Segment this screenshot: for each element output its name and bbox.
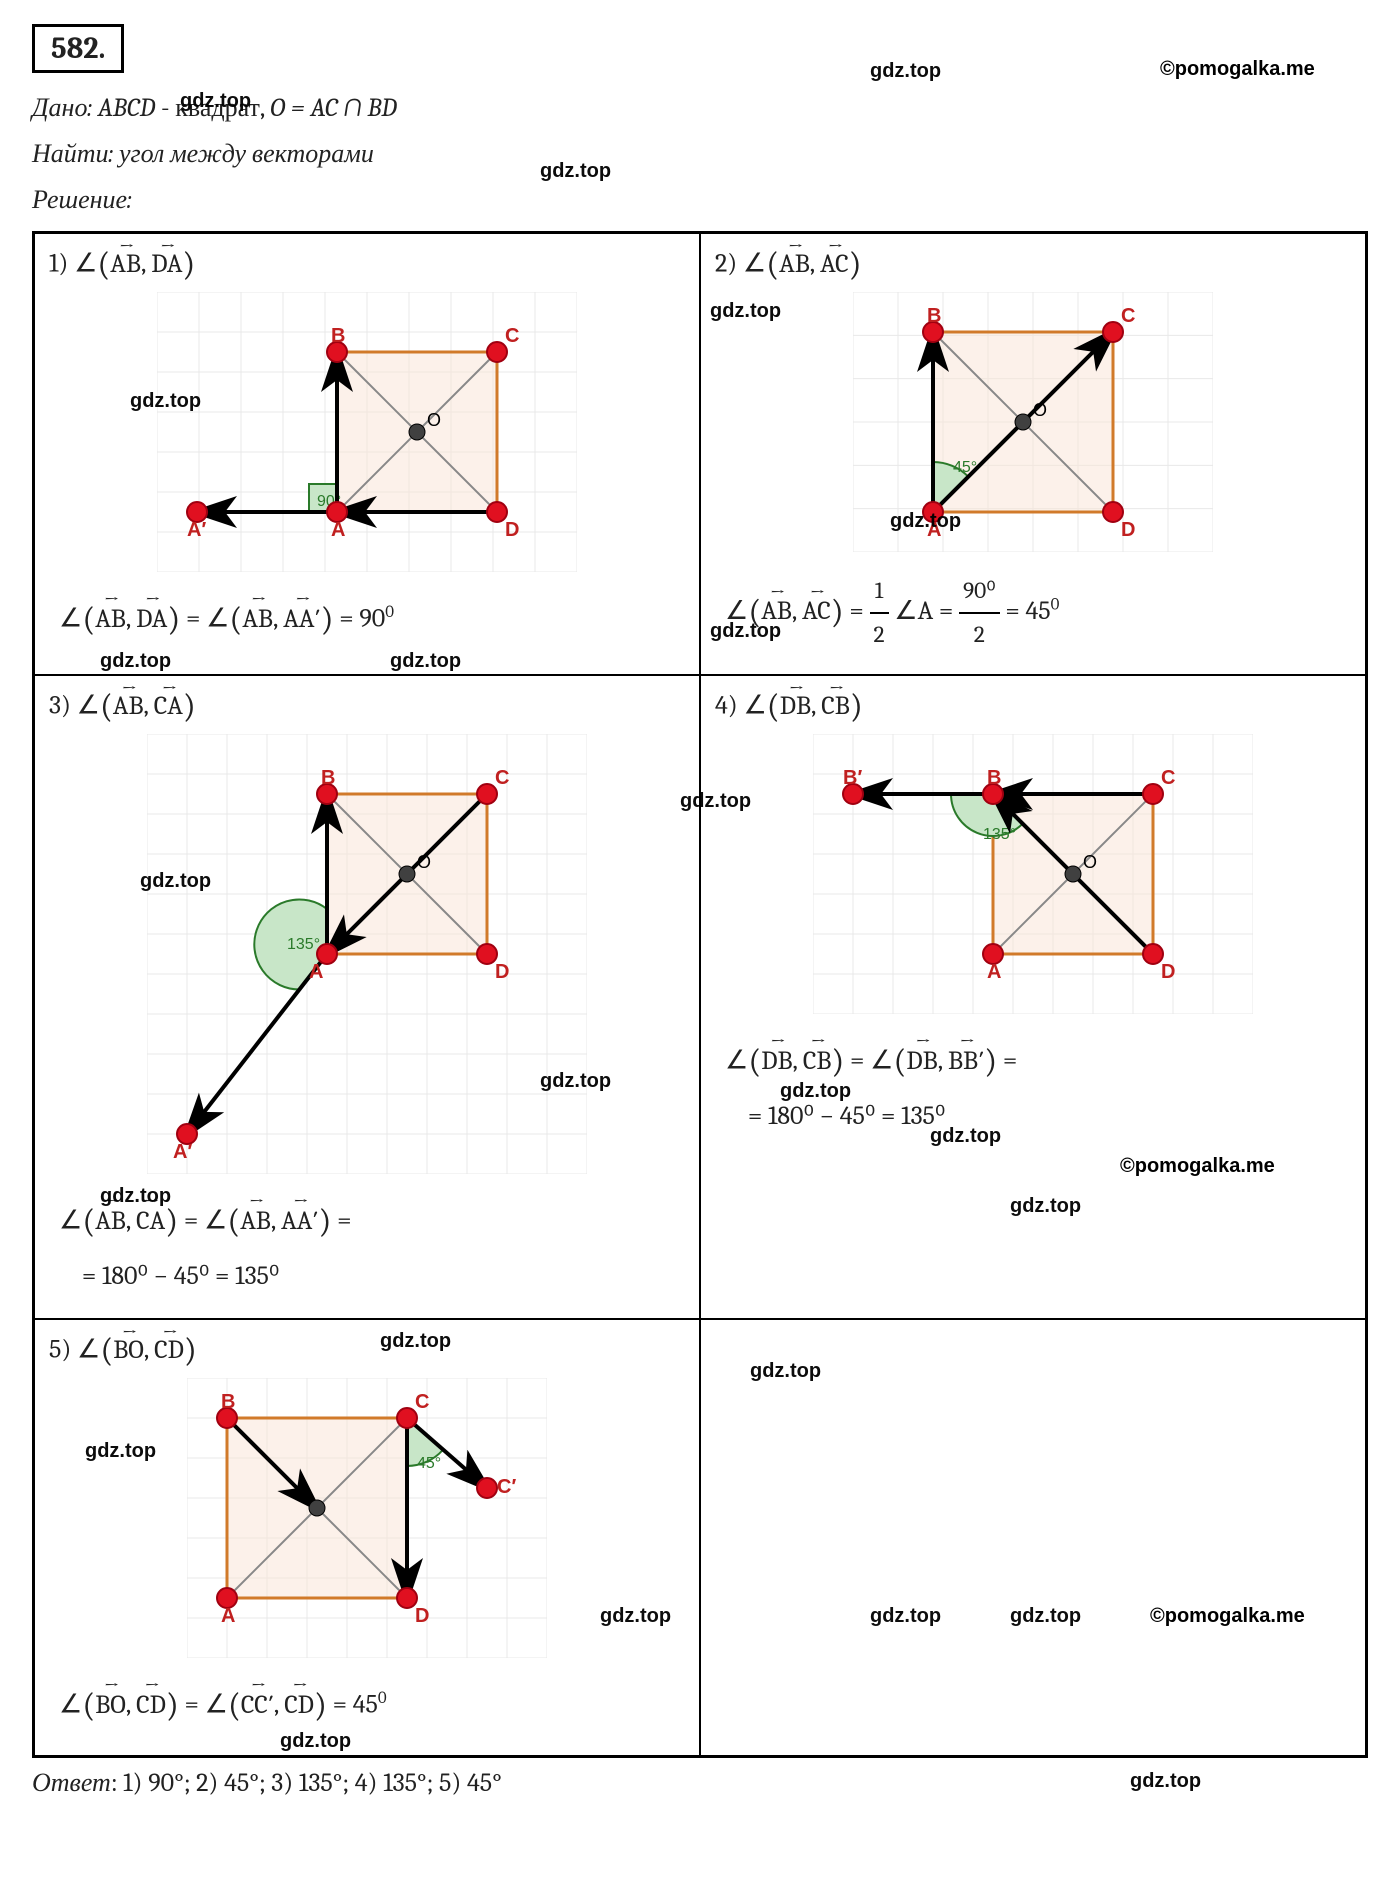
find-line: Найти: угол между векторами <box>32 139 1368 169</box>
answer-text: : 1) 90°; 2) 45°; 3) 135°; 4) 135°; 5) 4… <box>111 1768 502 1798</box>
svg-text:B: B <box>331 325 345 347</box>
svg-text:B: B <box>321 767 335 789</box>
formula-5: ∠(BO, CD) = ∠(CC′, CD) = 450 <box>49 1670 685 1743</box>
svg-text:A: A <box>331 519 345 541</box>
answer-label: Ответ <box>32 1768 111 1798</box>
cell-6-empty <box>700 1319 1366 1756</box>
svg-text:O: O <box>1033 400 1047 420</box>
cell-2-title: 2) ∠(AB, AC) <box>715 246 1351 284</box>
svg-text:D: D <box>1161 961 1175 983</box>
svg-text:O: O <box>417 852 431 872</box>
svg-text:C: C <box>505 325 519 347</box>
given-sq: - квадрат, <box>155 93 270 123</box>
formula-3: ∠(AB, CA) = ∠(AB, AA′) = = 180⁰ − 45⁰ = … <box>49 1186 685 1306</box>
watermark: gdz.top <box>870 60 941 83</box>
svg-text:O: O <box>295 1486 309 1506</box>
find-label: Найти <box>32 139 109 169</box>
svg-text:O: O <box>427 410 441 430</box>
diagram-3: 135° O B C A D A′ <box>147 734 587 1174</box>
svg-text:B: B <box>987 767 1001 789</box>
svg-text:135°: 135° <box>983 826 1016 843</box>
svg-text:B′: B′ <box>843 767 862 789</box>
copyright: ©pomogalka.me <box>1160 58 1315 81</box>
formula-1: ∠(AB, DA) = ∠(AB, AA′) = 900 <box>49 584 685 657</box>
cell-1-title: 1) ∠(AB, DA) <box>49 246 685 284</box>
cell-3-title: 3) ∠(AB, CA) <box>49 688 685 726</box>
svg-text:B: B <box>927 305 941 327</box>
diagram-5: 45° O B C A D C′ <box>187 1378 547 1658</box>
formula-2: ∠(AB, AC) = 12 ∠A = 90⁰2 = 450 <box>715 564 1351 662</box>
svg-text:C: C <box>1161 767 1175 789</box>
diagram-2: 45°OBCAD <box>853 292 1213 552</box>
svg-text:C: C <box>1121 305 1135 327</box>
cell-1: 1) ∠(AB, DA) 90°OBCADA′ ∠(AB, DA) = ∠(AB… <box>34 233 700 675</box>
copyright: ©pomogalka.me <box>1120 1155 1275 1178</box>
given-line: Дано: ABCD - квадрат, O = AC ∩ BD <box>32 93 1368 123</box>
svg-text:135°: 135° <box>287 936 320 953</box>
formula-4: ∠(DB, CB) = ∠(DB, BB′) = = 180⁰ − 45⁰ = … <box>715 1026 1351 1146</box>
svg-text:C′: C′ <box>497 1476 516 1498</box>
svg-text:B: B <box>221 1391 235 1413</box>
problem-number: 582. <box>32 24 124 73</box>
given-label: Дано <box>32 93 87 123</box>
svg-text:A: A <box>987 961 1001 983</box>
svg-text:45°: 45° <box>417 1455 441 1472</box>
copyright: ©pomogalka.me <box>1150 1605 1305 1628</box>
svg-text:D: D <box>495 961 509 983</box>
svg-text:A: A <box>927 519 941 541</box>
svg-text:A′: A′ <box>173 1141 192 1163</box>
svg-text:D: D <box>1121 519 1135 541</box>
solutions-grid: 1) ∠(AB, DA) 90°OBCADA′ ∠(AB, DA) = ∠(AB… <box>32 231 1368 1758</box>
svg-text:A: A <box>221 1605 235 1627</box>
svg-text:D: D <box>415 1605 429 1627</box>
find-text: : угол между векторами <box>109 139 374 169</box>
cell-4: 4) ∠(DB, CB) 135° O B C A D B′ ∠(DB, CB) = ∠(D… <box>700 675 1366 1319</box>
svg-text:D: D <box>505 519 519 541</box>
svg-text:A: A <box>309 961 323 983</box>
cell-5-title: 5) ∠(BO, CD) <box>49 1332 685 1370</box>
cell-5: 5) ∠(BO, CD) 45° O B C A D C′ ∠(BO, CD) = ∠(CC… <box>34 1319 700 1756</box>
solution-label: Решение <box>32 185 127 215</box>
svg-text:C: C <box>495 767 509 789</box>
cell-3: 3) ∠(AB, CA) 135° O B C A D A′ ∠(AB, CA) = ∠(A… <box>34 675 700 1319</box>
given-o: O = AC ∩ BD <box>270 93 397 123</box>
svg-text:C: C <box>415 1391 429 1413</box>
solution-label-line: Решение: <box>32 185 1368 215</box>
svg-text:A′: A′ <box>187 519 206 541</box>
svg-text:O: O <box>1083 852 1097 872</box>
cell-2: 2) ∠(AB, AC) 45°OBCAD ∠(AB, AC) = 12 ∠A … <box>700 233 1366 675</box>
answer-line: Ответ: 1) 90°; 2) 45°; 3) 135°; 4) 135°;… <box>32 1768 1368 1798</box>
given-abcd: ABCD <box>98 93 155 123</box>
cell-4-title: 4) ∠(DB, CB) <box>715 688 1351 726</box>
diagram-1: 90°OBCADA′ <box>157 292 577 572</box>
diagram-4: 135° O B C A D B′ <box>813 734 1253 1014</box>
